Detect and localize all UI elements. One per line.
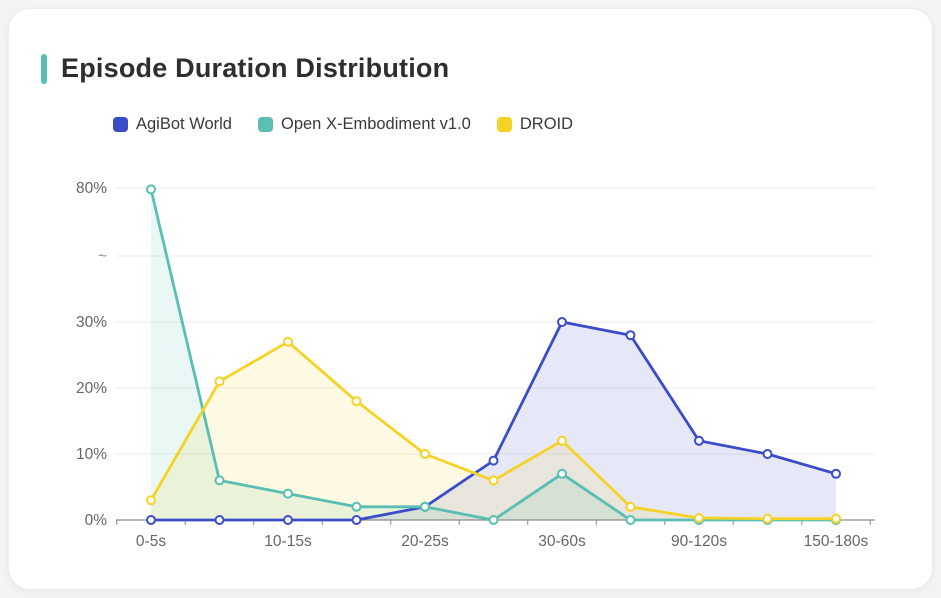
- legend-item-agibot-world[interactable]: AgiBot World: [113, 115, 232, 134]
- data-point-marker[interactable]: [351, 515, 362, 525]
- data-point-marker[interactable]: [283, 515, 293, 525]
- data-point-marker[interactable]: [625, 515, 636, 525]
- chart-area[interactable]: 0% 10% 20% 30% ~80% 0-5s 10-15s 20-25s 30-60s 90-…: [19, 154, 924, 572]
- series-area-droid: [151, 341, 836, 520]
- data-point-marker[interactable]: [694, 435, 704, 446]
- legend-swatch: [258, 117, 273, 132]
- legend-label: DROID: [519, 115, 574, 133]
- y-axis-label: 20%: [76, 380, 107, 397]
- y-axis-label: 80%: [76, 180, 107, 197]
- legend-swatch: [496, 117, 512, 132]
- data-point-marker[interactable]: [283, 488, 293, 499]
- data-point-marker[interactable]: [214, 475, 225, 486]
- legend-label: AgiBot World: [136, 115, 232, 133]
- data-point-marker[interactable]: [762, 449, 773, 459]
- data-point-marker[interactable]: [762, 513, 773, 524]
- y-axis-label: 30%: [76, 314, 107, 331]
- chart-card: Episode Duration Distribution AgiBot Wor…: [8, 8, 933, 590]
- data-point-marker[interactable]: [557, 435, 567, 446]
- legend: AgiBot World Open X-Embodiment v1.0 DROID: [113, 115, 573, 134]
- data-point-marker[interactable]: [214, 515, 225, 525]
- data-point-marker[interactable]: [488, 455, 499, 466]
- data-point-marker[interactable]: [694, 513, 704, 524]
- page-title: Episode Duration Distribution: [61, 53, 450, 83]
- data-point-marker[interactable]: [146, 184, 156, 195]
- title-accent-bar: [41, 53, 47, 84]
- data-point-marker[interactable]: [488, 475, 499, 486]
- data-point-marker[interactable]: [420, 449, 430, 459]
- x-axis-label: 90-120s: [671, 533, 727, 550]
- legend-item-open-x-embodiment-v1-0[interactable]: Open X-Embodiment v1.0: [258, 115, 471, 134]
- data-point-marker[interactable]: [625, 330, 636, 341]
- y-axis-label: 0%: [85, 512, 108, 529]
- x-axis-label: 0-5s: [136, 533, 166, 550]
- x-axis-label: 10-15s: [264, 533, 312, 550]
- x-axis-label: 30-60s: [538, 533, 586, 550]
- data-point-marker[interactable]: [831, 513, 841, 524]
- x-axis-label: 150-180s: [804, 533, 869, 550]
- legend-label: Open X-Embodiment v1.0: [281, 115, 471, 133]
- y-axis-label: ~: [98, 248, 107, 265]
- data-point-marker[interactable]: [214, 376, 225, 387]
- data-point-marker[interactable]: [351, 501, 362, 512]
- data-point-marker[interactable]: [557, 317, 567, 327]
- data-point-marker[interactable]: [557, 468, 567, 479]
- data-point-marker[interactable]: [625, 501, 636, 512]
- card-header: Episode Duration Distribution: [41, 53, 449, 84]
- data-point-marker[interactable]: [146, 515, 156, 525]
- data-point-marker[interactable]: [351, 396, 362, 407]
- y-axis-label: 10%: [76, 446, 107, 463]
- data-point-marker[interactable]: [146, 495, 156, 506]
- data-point-marker[interactable]: [420, 501, 430, 512]
- data-point-marker[interactable]: [831, 468, 841, 479]
- legend-swatch: [113, 117, 128, 132]
- series-area-open-x-embodiment-v1-0: [151, 189, 836, 520]
- data-point-marker[interactable]: [283, 336, 293, 347]
- x-axis-label: 20-25s: [401, 533, 449, 550]
- legend-item-droid[interactable]: DROID: [496, 115, 574, 134]
- series-area-agibot-world: [151, 322, 836, 520]
- data-point-marker[interactable]: [488, 515, 499, 525]
